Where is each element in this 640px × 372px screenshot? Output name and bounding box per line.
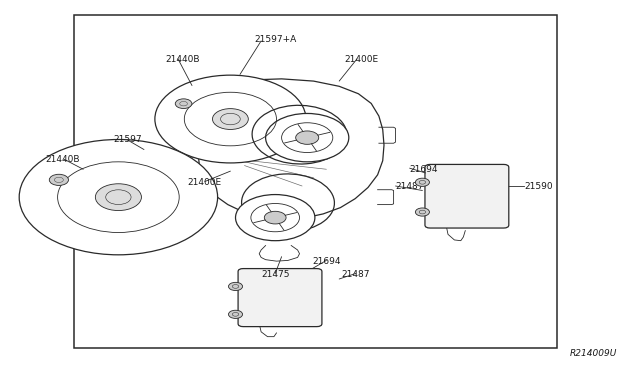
Circle shape	[175, 99, 192, 109]
Circle shape	[19, 140, 218, 255]
Text: 21440B: 21440B	[165, 55, 200, 64]
Circle shape	[155, 75, 306, 163]
Text: 21590: 21590	[525, 182, 554, 191]
Text: 21694: 21694	[410, 165, 438, 174]
Circle shape	[228, 282, 243, 291]
Text: 21694: 21694	[312, 257, 340, 266]
Bar	[74, 15, 557, 348]
Text: 21475: 21475	[261, 270, 289, 279]
FancyBboxPatch shape	[238, 269, 322, 327]
Circle shape	[228, 310, 243, 318]
Circle shape	[264, 211, 286, 224]
Circle shape	[415, 208, 429, 216]
Text: 21597: 21597	[114, 135, 142, 144]
Circle shape	[49, 174, 68, 186]
Circle shape	[95, 184, 141, 211]
Circle shape	[296, 131, 319, 144]
Text: 21400E: 21400E	[188, 178, 222, 187]
Text: 21597+A: 21597+A	[254, 35, 296, 44]
Text: 21440B: 21440B	[45, 155, 80, 164]
Text: 21487: 21487	[342, 270, 370, 279]
Text: R214009U: R214009U	[570, 349, 618, 358]
FancyBboxPatch shape	[425, 164, 509, 228]
Circle shape	[212, 109, 248, 129]
Text: 21400E: 21400E	[344, 55, 379, 64]
Circle shape	[236, 195, 315, 241]
Circle shape	[266, 113, 349, 162]
Text: 21487: 21487	[396, 182, 424, 191]
Circle shape	[415, 178, 429, 186]
